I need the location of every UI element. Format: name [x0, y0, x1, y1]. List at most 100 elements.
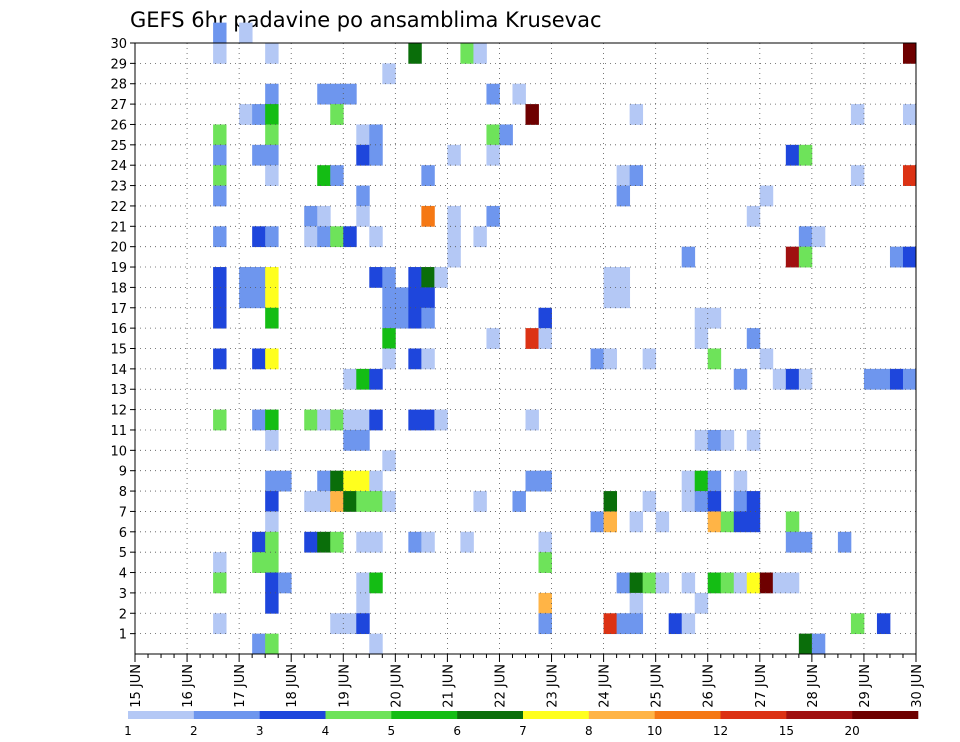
- heat-cell: [356, 613, 370, 635]
- legend-label: 8: [585, 724, 593, 738]
- legend-swatch: [325, 711, 392, 719]
- heat-cell: [655, 511, 670, 533]
- x-tick-label: 23 JUN: [546, 664, 561, 708]
- heat-cell: [369, 124, 383, 146]
- heat-cell: [811, 633, 826, 655]
- heat-cell: [304, 205, 318, 227]
- heat-cell: [421, 307, 435, 329]
- legend-label: 3: [256, 724, 264, 738]
- heat-cell: [356, 491, 370, 512]
- x-tick-label: 29 JUN: [858, 664, 873, 708]
- y-tick-label: 15: [110, 343, 127, 358]
- heat-cell: [681, 572, 696, 594]
- x-tick-label: 27 JUN: [754, 664, 769, 708]
- heat-cell: [356, 592, 370, 614]
- heat-cell: [707, 348, 722, 370]
- heat-cell: [733, 470, 748, 492]
- heat-cell: [421, 531, 435, 553]
- heat-cell: [629, 104, 644, 125]
- x-tick-label: 25 JUN: [650, 664, 665, 708]
- heat-cell: [759, 572, 774, 594]
- heat-cell: [408, 531, 422, 553]
- heat-cell: [369, 470, 383, 492]
- legend-swatch: [457, 711, 524, 719]
- heat-cell: [811, 226, 826, 248]
- heat-cell: [746, 491, 761, 512]
- legend-label: 6: [453, 724, 461, 738]
- heat-cell: [213, 267, 227, 288]
- heat-cell: [681, 491, 696, 512]
- heat-cell: [694, 470, 709, 492]
- heat-cell: [265, 267, 279, 288]
- heat-cell: [694, 307, 709, 329]
- heat-cell: [746, 511, 761, 533]
- y-axis: 1234567891011121314151617181920212223242…: [110, 37, 135, 643]
- heat-cell: [382, 307, 396, 329]
- heat-cell: [213, 124, 227, 146]
- heat-cell: [603, 267, 618, 288]
- heat-cell: [265, 307, 279, 329]
- heat-cell: [746, 572, 761, 594]
- heat-cell: [317, 409, 331, 431]
- heat-cell: [265, 572, 279, 594]
- heat-cell: [434, 267, 448, 288]
- heat-cell: [473, 226, 487, 248]
- heat-cell: [603, 613, 618, 635]
- y-tick-label: 24: [110, 159, 127, 174]
- heat-cell: [798, 226, 813, 248]
- heat-cell: [759, 348, 774, 370]
- heat-cell: [902, 246, 917, 268]
- heat-cell: [369, 572, 383, 594]
- heat-cell: [616, 267, 631, 288]
- heat-cell: [785, 511, 800, 533]
- heat-cell: [330, 491, 344, 512]
- heat-cell: [707, 572, 722, 594]
- heat-cell: [369, 267, 383, 288]
- heat-cell: [525, 409, 539, 431]
- heat-cell: [655, 572, 670, 594]
- y-tick-label: 27: [110, 98, 127, 113]
- legend-swatch: [786, 711, 853, 719]
- heat-cell: [278, 470, 292, 492]
- heat-cell: [382, 491, 396, 512]
- y-tick-label: 26: [110, 118, 127, 133]
- heat-cell: [694, 328, 709, 349]
- y-tick-label: 4: [119, 567, 127, 582]
- x-tick-label: 18 JUN: [285, 664, 300, 708]
- heat-cell: [785, 531, 800, 553]
- heat-cell: [356, 185, 370, 207]
- heat-cell: [343, 491, 357, 512]
- heat-cell: [746, 205, 761, 227]
- heat-cell: [408, 348, 422, 370]
- heat-cell: [785, 246, 800, 268]
- heat-cell: [395, 287, 409, 309]
- heat-cell: [382, 328, 396, 349]
- heat-cell: [265, 409, 279, 431]
- heat-cell: [304, 409, 318, 431]
- heat-cell: [798, 144, 813, 166]
- heat-cell: [447, 205, 461, 227]
- heat-cell: [369, 633, 383, 655]
- heat-cell: [473, 43, 487, 64]
- heat-cell: [681, 246, 696, 268]
- heat-cell: [421, 287, 435, 309]
- heat-cell: [798, 633, 813, 655]
- heat-cell: [785, 572, 800, 594]
- x-tick-label: 24 JUN: [598, 664, 613, 708]
- heat-cell: [369, 144, 383, 166]
- heat-cell: [460, 43, 474, 64]
- y-tick-label: 19: [110, 261, 127, 276]
- heat-cell: [447, 246, 461, 268]
- heat-cell: [902, 43, 917, 64]
- legend-swatch: [128, 711, 195, 719]
- heat-cell: [421, 205, 435, 227]
- heat-cell: [486, 83, 500, 105]
- heat-cell: [629, 572, 644, 594]
- heat-cell: [330, 165, 344, 186]
- heat-cell: [668, 613, 683, 635]
- heat-cell: [317, 205, 331, 227]
- heat-cell: [421, 165, 435, 186]
- heat-cell: [213, 226, 227, 248]
- heat-cell: [772, 572, 787, 594]
- heat-cell: [265, 470, 279, 492]
